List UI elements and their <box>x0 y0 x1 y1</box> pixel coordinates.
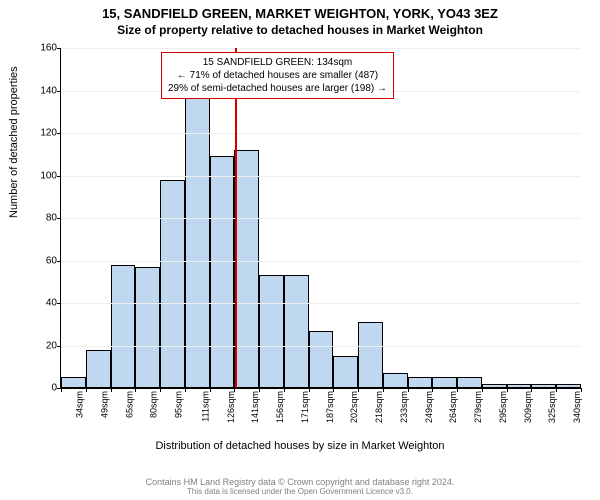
histogram-bar <box>531 384 556 388</box>
x-tick-label: 156sqm <box>275 391 285 423</box>
x-tick-label: 141sqm <box>250 391 260 423</box>
y-tick-label: 120 <box>40 128 57 139</box>
histogram-bar <box>507 384 532 388</box>
histogram-bar <box>432 377 457 388</box>
footer-line-2: This data is licensed under the Open Gov… <box>0 487 600 496</box>
y-tick-label: 20 <box>46 340 57 351</box>
gridline <box>61 133 581 134</box>
histogram-bar <box>259 275 284 388</box>
histogram-bar <box>408 377 433 388</box>
gridline <box>61 303 581 304</box>
y-tick-label: 60 <box>46 255 57 266</box>
marker-line <box>235 48 237 388</box>
y-tick-label: 100 <box>40 170 57 181</box>
gridline <box>61 346 581 347</box>
chart-plot-area: 34sqm49sqm65sqm80sqm95sqm111sqm126sqm141… <box>60 48 581 389</box>
footer-attribution: Contains HM Land Registry data © Crown c… <box>0 477 600 496</box>
x-tick-label: 171sqm <box>300 391 310 423</box>
histogram-bar <box>383 373 408 388</box>
x-tick-label: 187sqm <box>325 391 335 423</box>
x-tick-label: 309sqm <box>523 391 533 423</box>
x-tick-label: 65sqm <box>124 391 134 418</box>
gridline <box>61 48 581 49</box>
histogram-bar <box>309 331 334 388</box>
histogram-bar <box>86 350 111 388</box>
y-tick-label: 0 <box>51 383 57 394</box>
title-line-2: Size of property relative to detached ho… <box>0 23 600 37</box>
x-tick-label: 126sqm <box>226 391 236 423</box>
y-tick-label: 140 <box>40 85 57 96</box>
y-tick-label: 40 <box>46 298 57 309</box>
x-tick-label: 249sqm <box>424 391 434 423</box>
x-axis-label: Distribution of detached houses by size … <box>0 440 600 452</box>
callout-line-3: 29% of semi-detached houses are larger (… <box>168 82 387 95</box>
gridline <box>61 176 581 177</box>
x-tick-label: 34sqm <box>75 391 85 418</box>
x-tick-label: 218sqm <box>374 391 384 423</box>
title-line-1: 15, SANDFIELD GREEN, MARKET WEIGHTON, YO… <box>0 6 600 21</box>
histogram-bar <box>160 180 185 388</box>
y-tick-label: 160 <box>40 43 57 54</box>
y-axis-label: Number of detached properties <box>8 66 20 218</box>
x-tick-label: 202sqm <box>349 391 359 423</box>
x-tick-label: 340sqm <box>572 391 582 423</box>
histogram-bar <box>284 275 309 388</box>
y-tick-label: 80 <box>46 213 57 224</box>
footer-line-1: Contains HM Land Registry data © Crown c… <box>0 477 600 487</box>
histogram-bar <box>333 356 358 388</box>
histogram-bar <box>358 322 383 388</box>
callout-box: 15 SANDFIELD GREEN: 134sqm← 71% of detac… <box>161 52 394 99</box>
histogram-bar <box>482 384 507 388</box>
x-tick-label: 49sqm <box>99 391 109 418</box>
gridline <box>61 261 581 262</box>
histogram-bar <box>457 377 482 388</box>
x-tick-label: 80sqm <box>149 391 159 418</box>
x-tick-label: 95sqm <box>174 391 184 418</box>
x-tick-label: 279sqm <box>473 391 483 423</box>
x-tick-label: 233sqm <box>399 391 409 423</box>
histogram-bar <box>556 384 581 388</box>
x-tick-label: 295sqm <box>498 391 508 423</box>
callout-line-1: 15 SANDFIELD GREEN: 134sqm <box>168 56 387 69</box>
histogram-bar <box>111 265 136 388</box>
histogram-bar <box>61 377 86 388</box>
callout-line-2: ← 71% of detached houses are smaller (48… <box>168 69 387 82</box>
histogram-bar <box>234 150 259 388</box>
x-tick-label: 111sqm <box>200 391 210 422</box>
histogram-bar <box>210 156 235 388</box>
x-tick-label: 264sqm <box>448 391 458 423</box>
x-tick-label: 325sqm <box>547 391 557 423</box>
gridline <box>61 218 581 219</box>
histogram-bar <box>135 267 160 388</box>
